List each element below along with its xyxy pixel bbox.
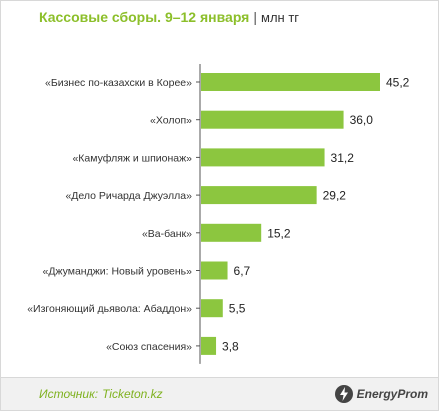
chart-title: Кассовые сборы. 9–12 января | млн тг (39, 9, 299, 25)
bar (201, 73, 380, 91)
value-label: 5,5 (229, 302, 246, 316)
source-label: Источник: (39, 387, 99, 401)
category-label: «Ва-банк» (142, 228, 192, 240)
bar (201, 299, 223, 318)
energyprom-logo: EnergyProm (334, 384, 428, 404)
category-label: «Изгоняющий дьявола: Абаддон» (27, 303, 192, 315)
bar (201, 148, 325, 167)
title-separator: | (253, 9, 257, 25)
footer: Источник: Ticketon.kz EnergyProm (1, 377, 438, 410)
logo-text: EnergyProm (356, 387, 428, 401)
bar (201, 223, 262, 242)
value-label: 29,2 (323, 189, 347, 203)
bar (201, 336, 217, 355)
category-label: «Дело Ричарда Джуэлла» (65, 190, 192, 202)
chart-unit: млн тг (261, 10, 300, 25)
bar (201, 186, 317, 205)
value-label: 3,8 (222, 339, 239, 353)
category-label: «Джуманджи: Новый уровень» (43, 266, 193, 278)
lightning-logo-icon (334, 385, 353, 403)
source-line: Источник: Ticketon.kz (39, 387, 163, 401)
value-label: 36,0 (350, 113, 374, 127)
chart-title-text: Кассовые сборы. 9–12 января (39, 9, 250, 25)
value-label: 31,2 (331, 151, 355, 165)
value-label: 45,2 (386, 76, 410, 90)
category-label: «Бизнес по-казахски в Корее» (45, 77, 192, 89)
source-value: Ticketon.kz (102, 387, 163, 401)
bar (201, 261, 228, 280)
value-label: 6,7 (234, 264, 251, 278)
category-label: «Холоп» (150, 115, 192, 127)
category-label: «Союз спасения» (106, 341, 192, 353)
value-label: 15,2 (267, 226, 291, 240)
bar (201, 110, 344, 129)
category-label: «Камуфляж и шпионаж» (72, 152, 192, 164)
